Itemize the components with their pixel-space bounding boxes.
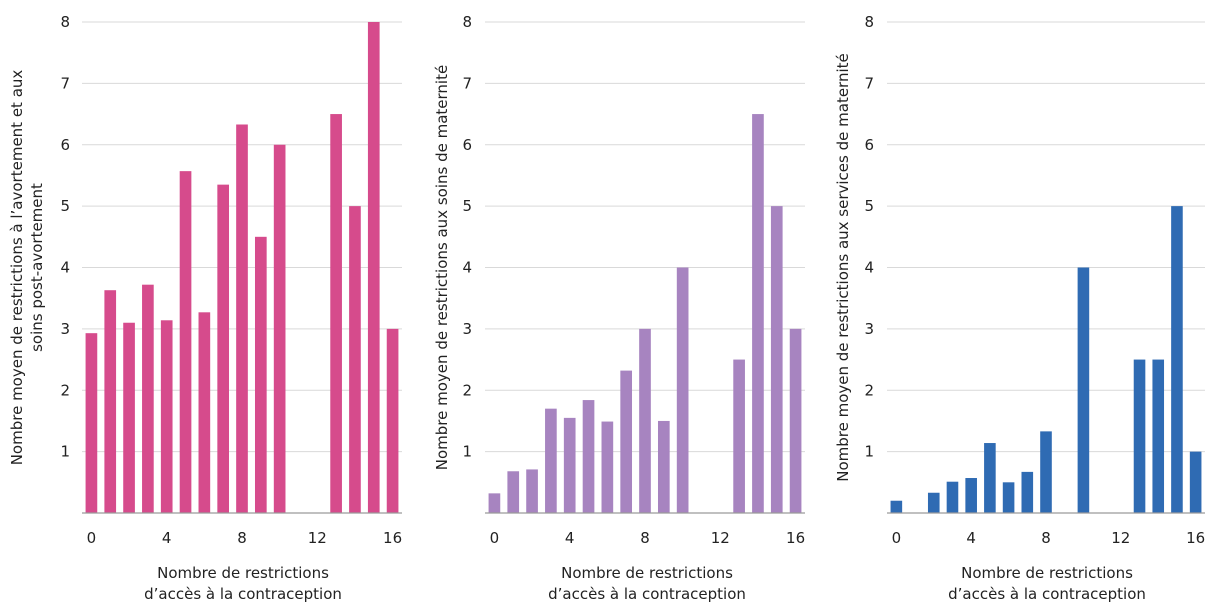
y-tick-label: 3: [864, 320, 874, 338]
bar-x-10: [1077, 267, 1090, 513]
y-tick-label: 5: [462, 197, 472, 215]
x-tick-label: 0: [87, 529, 97, 547]
y-tick-label: 8: [60, 13, 70, 31]
bar-x-10: [676, 267, 689, 513]
bar-x-2: [927, 492, 940, 513]
y-tick-label: 6: [462, 136, 472, 154]
bar-x-8: [236, 124, 248, 513]
x-tick-label: 16: [786, 529, 805, 547]
y-tick-label: 3: [60, 320, 70, 338]
y-tick-label: 4: [60, 259, 70, 277]
y-axis-title: soins post-avortement: [28, 183, 46, 352]
bar-x-8: [639, 328, 651, 513]
x-axis-title: d’accès à la contraception: [548, 585, 746, 603]
bar-x-6: [198, 312, 211, 513]
x-tick-label: 12: [711, 529, 730, 547]
bar-x-10: [273, 144, 286, 513]
y-tick-label: 2: [60, 381, 70, 399]
y-tick-label: 4: [864, 259, 874, 277]
bar-x-14: [1152, 359, 1165, 513]
y-tick-label: 7: [462, 74, 472, 92]
x-tick-label: 8: [640, 529, 650, 547]
y-axis-title: Nombre moyen de restrictions aux service…: [834, 53, 852, 482]
bar-x-8: [1040, 431, 1052, 513]
y-tick-label: 1: [60, 443, 70, 461]
bar-x-15: [1171, 206, 1183, 513]
y-tick-label: 7: [60, 74, 70, 92]
bar-x-4: [965, 478, 977, 513]
x-axis-title: d’accès à la contraception: [144, 585, 342, 603]
y-tick-label: 1: [462, 443, 472, 461]
x-tick-label: 12: [1111, 529, 1130, 547]
bar-x-9: [254, 236, 267, 513]
bar-x-13: [733, 359, 745, 513]
bar-x-0: [85, 333, 98, 513]
bar-x-16: [789, 328, 802, 513]
bar-x-16: [1189, 451, 1202, 513]
bar-x-1: [104, 290, 117, 513]
bar-x-4: [563, 417, 576, 513]
bar-x-14: [349, 206, 361, 513]
y-tick-label: 7: [864, 74, 874, 92]
bar-x-15: [770, 206, 783, 513]
y-axis-title: Nombre moyen de restrictions aux soins d…: [433, 65, 451, 470]
bar-x-2: [526, 469, 538, 513]
y-tick-label: 5: [60, 197, 70, 215]
y-tick-label: 1: [864, 443, 874, 461]
bar-x-1: [507, 471, 520, 513]
x-tick-label: 0: [490, 529, 500, 547]
bar-x-14: [752, 114, 764, 513]
bar-x-4: [160, 320, 173, 513]
bar-x-0: [890, 500, 903, 513]
bar-x-16: [386, 328, 399, 513]
x-axis-title: Nombre de restrictions: [157, 564, 329, 582]
bar-x-7: [217, 184, 230, 514]
bar-x-6: [601, 421, 614, 513]
bar-x-13: [330, 114, 342, 513]
x-tick-label: 0: [892, 529, 902, 547]
x-axis-title: Nombre de restrictions: [561, 564, 733, 582]
x-axis-title: d’accès à la contraception: [948, 585, 1146, 603]
y-tick-label: 4: [462, 259, 472, 277]
y-tick-label: 6: [60, 136, 70, 154]
y-tick-label: 5: [864, 197, 874, 215]
y-tick-label: 3: [462, 320, 472, 338]
bar-x-0: [488, 493, 501, 513]
x-tick-label: 16: [383, 529, 402, 547]
y-tick-label: 2: [462, 381, 472, 399]
bar-x-5: [179, 171, 192, 514]
y-tick-label: 6: [864, 136, 874, 154]
x-tick-label: 8: [237, 529, 247, 547]
x-tick-label: 8: [1041, 529, 1051, 547]
bar-x-7: [1021, 471, 1034, 513]
y-tick-label: 8: [462, 13, 472, 31]
x-tick-label: 4: [162, 529, 172, 547]
bar-x-15: [367, 22, 380, 513]
bar-x-9: [657, 420, 670, 513]
x-tick-label: 12: [308, 529, 327, 547]
bar-x-3: [142, 284, 154, 513]
x-tick-label: 4: [966, 529, 976, 547]
y-tick-label: 2: [864, 381, 874, 399]
bar-x-5: [984, 443, 996, 513]
bar-x-3: [946, 481, 959, 513]
bar-x-6: [1002, 482, 1015, 513]
y-tick-label: 8: [864, 13, 874, 31]
bar-x-2: [123, 322, 135, 513]
bar-x-5: [582, 400, 595, 513]
x-axis-title: Nombre de restrictions: [961, 564, 1133, 582]
x-tick-label: 16: [1186, 529, 1205, 547]
bar-x-3: [545, 408, 557, 513]
x-tick-label: 4: [565, 529, 575, 547]
bar-x-13: [1133, 359, 1146, 513]
y-axis-title: Nombre moyen de restrictions à l’avortem…: [8, 70, 26, 466]
bar-x-7: [620, 370, 633, 513]
